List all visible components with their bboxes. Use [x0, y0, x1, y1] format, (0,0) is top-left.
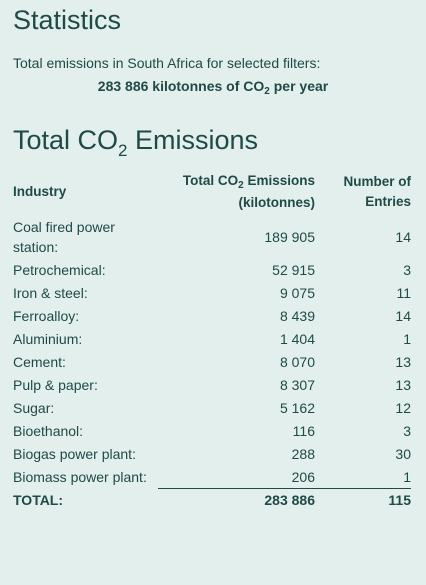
entries-header-line1: Number of — [343, 174, 412, 189]
emissions-cell: 8 070 — [279, 354, 315, 370]
statistics-title: Statistics — [13, 5, 122, 35]
industry-cell: Coal fired power station: — [13, 219, 115, 255]
entries-cell: 12 — [395, 400, 411, 416]
column-header-entries: Number of Entries — [315, 169, 412, 215]
entries-cell: 3 — [403, 423, 411, 439]
emissions-cell: 9 075 — [279, 285, 315, 301]
industry-cell: Sugar: — [13, 400, 55, 416]
total-emissions-title: Total CO2 Emissions — [13, 124, 413, 160]
emissions-header-line1-suffix: Emissions — [243, 173, 315, 188]
emissions-cell: 116 — [292, 423, 315, 439]
industry-cell: Cement: — [13, 354, 66, 370]
industry-cell: Bioethanol: — [13, 423, 84, 439]
table-row: Biomass power plant: 206 1 — [13, 465, 411, 489]
emissions-cell: 206 — [291, 469, 315, 485]
emissions-cell: 5 162 — [279, 400, 315, 416]
summary-subscript: 2 — [264, 86, 270, 97]
entries-cell: 13 — [395, 354, 411, 370]
table-header-row: Industry Total CO2 Emissions (kilotonnes)… — [13, 169, 411, 215]
table-row: Aluminium: 1 404 1 — [13, 327, 411, 350]
entries-cell: 3 — [403, 262, 411, 278]
industry-cell: Biogas power plant: — [13, 446, 136, 462]
table-row: Coal fired power station: 189 905 14 — [13, 215, 411, 258]
emissions-cell: 8 439 — [279, 308, 315, 324]
industry-cell: Pulp & paper: — [13, 377, 98, 393]
table-row: Cement: 8 070 13 — [13, 350, 411, 373]
table-row: Biogas power plant: 288 30 — [13, 442, 411, 465]
table-row: Pulp & paper: 8 307 13 — [13, 373, 411, 396]
entries-cell: 14 — [395, 308, 411, 324]
emissions-cell: 1 404 — [279, 331, 315, 347]
emissions-header-subscript: 2 — [238, 180, 244, 191]
entries-cell: 1 — [403, 469, 411, 485]
entries-cell: 1 — [403, 331, 411, 347]
industry-cell: Biomass power plant: — [13, 469, 147, 486]
industry-cell: Aluminium: — [13, 331, 83, 347]
table-row: Sugar: 5 162 12 — [13, 396, 411, 419]
total-entries-value: 115 — [315, 488, 411, 511]
column-header-industry: Industry — [13, 184, 67, 199]
table-row: Iron & steel: 9 075 11 — [13, 281, 411, 304]
total-label: TOTAL: — [13, 491, 64, 508]
table-row: Petrochemical: 52 915 3 — [13, 258, 411, 281]
emissions-header-line2: (kilotonnes) — [238, 195, 316, 210]
total-emissions-value: 283 886 — [158, 488, 315, 511]
industry-cell: Iron & steel: — [13, 285, 88, 301]
entries-header-line2: Entries — [365, 194, 411, 209]
emissions-cell: 52 915 — [272, 262, 315, 278]
column-header-emissions: Total CO2 Emissions (kilotonnes) — [158, 169, 315, 215]
emissions-cell: 189 905 — [264, 229, 315, 245]
entries-cell: 13 — [395, 377, 411, 393]
table-total-row: TOTAL: 283 886 115 — [13, 488, 411, 511]
total-title-prefix: Total CO — [13, 125, 119, 155]
emissions-cell: 288 — [291, 446, 315, 462]
summary-description: Total emissions in South Africa for sele… — [13, 55, 321, 71]
entries-cell: 11 — [396, 285, 411, 301]
total-title-subscript: 2 — [118, 141, 128, 160]
summary-value-text: 283 886 kilotonnes of CO — [97, 78, 265, 94]
entries-cell: 30 — [395, 446, 411, 462]
total-emissions-summary: 283 886 kilotonnes of CO2 per year — [13, 77, 413, 98]
summary-value-unit: per year — [269, 78, 329, 94]
table-row: Ferroalloy: 8 439 14 — [13, 304, 411, 327]
emissions-header-line1-prefix: Total CO — [182, 173, 239, 188]
emissions-cell: 8 307 — [279, 377, 315, 393]
table-row: Bioethanol: 116 3 — [13, 419, 411, 442]
emissions-table: Industry Total CO2 Emissions (kilotonnes)… — [13, 169, 411, 511]
industry-cell: Petrochemical: — [13, 262, 106, 278]
entries-cell: 14 — [395, 229, 411, 245]
total-title-suffix: Emissions — [127, 125, 259, 155]
industry-cell: Ferroalloy: — [13, 308, 80, 324]
